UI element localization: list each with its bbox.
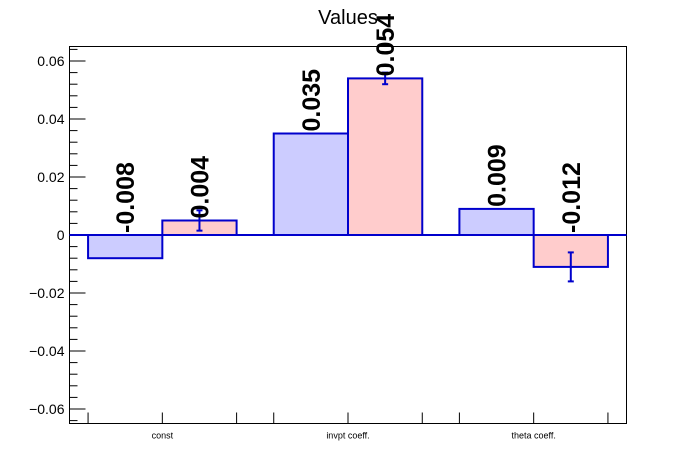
chart-title: Values	[318, 7, 378, 29]
data-labels: -0.008 0.035 0.009 0.004 0.054 -0.012	[112, 14, 586, 233]
data-label: 0.004	[186, 156, 214, 219]
y-axis: −0.06 −0.04 −0.02 0 0.02 0.04 0.06	[29, 48, 86, 422]
x-category-label: invpt coeff.	[326, 431, 369, 441]
data-label: 0.009	[484, 144, 512, 207]
data-label: -0.008	[112, 162, 140, 233]
y-tick-label: −0.06	[29, 401, 65, 417]
bar	[272, 132, 350, 236]
y-tick-label: −0.04	[29, 343, 65, 359]
data-label: 0.054	[372, 14, 400, 77]
y-tick-label: 0.04	[37, 111, 64, 127]
data-label: 0.035	[298, 69, 326, 132]
data-label: -0.012	[558, 162, 586, 233]
bar	[458, 207, 535, 236]
x-axis: const invpt coeff. theta coeff.	[87, 412, 609, 441]
y-tick-label: −0.02	[29, 285, 65, 301]
bar	[347, 77, 424, 237]
y-tick-label: 0.06	[37, 53, 64, 69]
x-category-label: theta coeff.	[511, 431, 555, 441]
x-category-label: const	[152, 431, 174, 441]
y-tick-label: 0	[57, 227, 65, 243]
bars	[87, 71, 609, 283]
y-tick-label: 0.02	[37, 169, 64, 185]
bar	[87, 234, 164, 260]
